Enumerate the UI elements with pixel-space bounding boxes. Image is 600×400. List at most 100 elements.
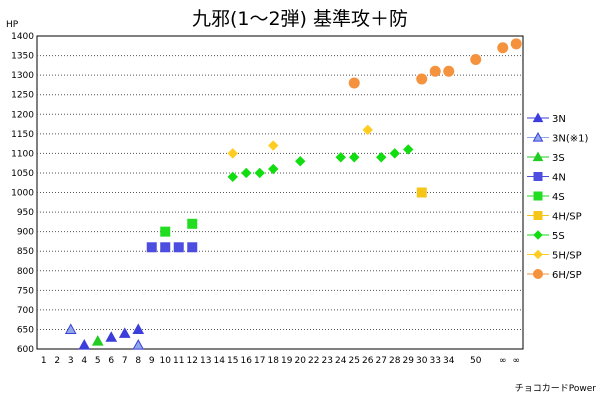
data-point [173, 242, 184, 253]
data-point [335, 152, 346, 163]
y-tick-label: 600 [17, 345, 34, 355]
legend-label: 4H/SP [552, 212, 582, 223]
data-point [105, 331, 118, 342]
x-tick-label: 14 [214, 356, 226, 366]
x-tick-labels: 1 2 3 4 5 6 7 8 9 10 11 12 13 14 15 16 17 18 19 20 22 23 24 25 2… [41, 356, 520, 366]
y-tick-label: 1000 [11, 189, 34, 199]
legend-marker [533, 172, 543, 181]
data-point [416, 187, 427, 198]
x-tick-label: 27 [376, 356, 387, 366]
y-tick-label: 1250 [11, 91, 34, 101]
legend-marker [533, 211, 543, 220]
legend-label: 3N(※1) [552, 134, 588, 145]
y-tick-label: 1200 [11, 110, 34, 120]
x-tick-label: 11 [173, 356, 184, 366]
data-point [118, 327, 131, 338]
x-tick-label: 17 [254, 356, 265, 366]
data-point [254, 167, 265, 179]
legend-label: 5H/SP [552, 251, 582, 262]
x-tick-label: 16 [241, 356, 253, 366]
x-tick-label: 6 [108, 356, 114, 366]
x-tick-label: 9 [149, 356, 155, 366]
legend-label: 3S [552, 153, 565, 164]
x-tick-label: 15 [227, 356, 238, 366]
y-tick-label: 750 [17, 286, 34, 296]
x-tick-label: 30 [416, 356, 428, 366]
data-point [146, 242, 157, 253]
x-tick-label: ∞ [499, 356, 507, 366]
data-point [227, 171, 238, 183]
x-tick-label: 18 [268, 356, 280, 366]
y-tick-label: 700 [17, 306, 34, 316]
data-points [64, 38, 522, 350]
x-tick-label: 13 [200, 356, 211, 366]
y-tick-label: 1300 [11, 71, 34, 81]
legend-label: 3N [552, 114, 566, 125]
x-tick-label: 33 [430, 356, 441, 366]
y-tick-label: 1400 [11, 32, 34, 42]
x-tick-label: 28 [389, 356, 401, 366]
data-point [348, 77, 360, 89]
x-tick-label: 10 [160, 356, 172, 366]
legend-label: 6H/SP [552, 270, 582, 281]
y-tick-label: 800 [17, 267, 34, 277]
legend-marker [533, 230, 543, 240]
data-point [160, 242, 171, 253]
legend-marker [533, 249, 543, 260]
x-tick-label: 34 [443, 356, 455, 366]
y-tick-label: 850 [17, 247, 34, 257]
y-tick-label: 950 [17, 208, 34, 218]
data-point [64, 323, 77, 334]
legend: 3N 3N(※1) 3S 4N 4S 4H/SP 5S 5H/SP 6H/SP [527, 112, 588, 281]
y-tick-label: 1050 [11, 169, 34, 179]
y-tick-label: 1350 [11, 52, 34, 62]
data-point [132, 323, 145, 334]
grid-lines [37, 55, 523, 330]
data-point [349, 152, 360, 163]
x-tick-label: 12 [187, 356, 198, 366]
y-tick-label: 650 [17, 325, 34, 335]
x-tick-label: 29 [403, 356, 415, 366]
data-point [268, 163, 279, 175]
chart-title: 九邪(1～2弾) 基準攻＋防 [192, 8, 408, 30]
data-point [241, 167, 252, 179]
data-point [497, 42, 509, 54]
data-point [227, 148, 238, 159]
data-point [510, 38, 522, 50]
x-tick-label: 26 [362, 356, 374, 366]
data-point [470, 53, 482, 65]
data-point [132, 339, 145, 350]
x-tick-label: 7 [122, 356, 128, 366]
data-point [187, 242, 198, 253]
data-point [160, 226, 171, 237]
data-point [376, 152, 387, 163]
y-tick-label: 900 [17, 228, 34, 238]
x-tick-label: 23 [322, 356, 333, 366]
x-tick-label: ∞ [513, 356, 521, 366]
x-tick-label: 1 [41, 356, 47, 366]
legend-marker [532, 151, 544, 162]
x-tick-label: 3 [68, 356, 74, 366]
data-point [403, 144, 414, 155]
x-tick-label: 8 [135, 356, 141, 366]
x-tick-label: 20 [295, 356, 307, 366]
y-tick-labels: 1400 1350 1300 1250 1200 1150 1100 1050 1000 950 9… [11, 32, 34, 355]
legend-marker [532, 112, 544, 123]
y-axis-label: HP [6, 20, 19, 30]
data-point [187, 218, 198, 229]
data-point [443, 65, 455, 77]
legend-label: 5S [552, 231, 565, 242]
legend-marker [532, 131, 544, 142]
x-tick-label: 2 [54, 356, 60, 366]
data-point [78, 339, 91, 350]
data-point [416, 73, 428, 85]
x-tick-label: 25 [349, 356, 360, 366]
data-point [91, 335, 104, 346]
y-tick-label: 1150 [11, 130, 34, 140]
data-point [389, 148, 400, 159]
x-tick-label: 19 [281, 356, 293, 366]
legend-label: 4S [552, 192, 565, 203]
legend-marker [533, 269, 543, 279]
x-tick-label: 24 [335, 356, 347, 366]
